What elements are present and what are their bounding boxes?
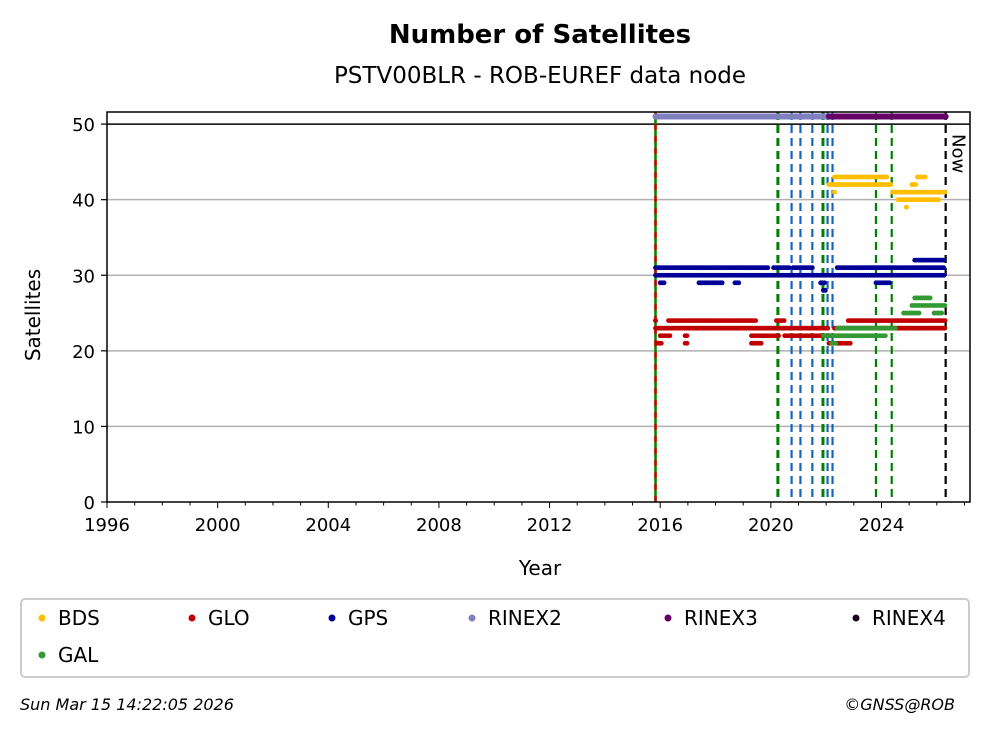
x-tick-label: 2008 xyxy=(416,515,462,536)
gal-point xyxy=(927,295,933,301)
legend-label-rinex3: RINEX3 xyxy=(684,606,758,630)
bds-point xyxy=(832,189,837,195)
glo-point xyxy=(684,333,690,339)
legend-label-gal: GAL xyxy=(58,643,99,667)
x-tick-label: 2000 xyxy=(195,515,241,536)
legend-box xyxy=(20,598,970,678)
gal-point xyxy=(939,310,945,316)
y-axis-label: Satellites xyxy=(21,269,45,361)
x-tick-label: 2020 xyxy=(748,515,794,536)
gps-point xyxy=(941,272,947,278)
x-tick-label: 2016 xyxy=(637,515,683,536)
gal-point xyxy=(882,333,888,339)
glo-point xyxy=(776,333,781,339)
legend-label-bds: BDS xyxy=(58,606,100,630)
gal-point xyxy=(833,340,838,346)
bds-point xyxy=(888,182,894,187)
x-tick-label: 2024 xyxy=(859,515,905,536)
gps-point xyxy=(809,265,815,271)
legend-label-glo: GLO xyxy=(208,606,250,630)
y-tick-label: 50 xyxy=(72,115,95,136)
glo-point xyxy=(684,340,690,346)
gps-point xyxy=(719,280,725,286)
timestamp: Sun Mar 15 14:22:05 2026 xyxy=(20,695,234,714)
glo-point xyxy=(753,318,759,324)
gal-point xyxy=(916,310,922,316)
credit: ©GNSS@ROB xyxy=(844,695,955,714)
gps-point xyxy=(822,280,827,286)
glo-point xyxy=(653,318,658,324)
gps-point xyxy=(822,287,828,293)
legend-marker-gps xyxy=(328,614,336,622)
gps-point xyxy=(887,280,892,286)
gps-point xyxy=(661,280,667,286)
plot-frame xyxy=(106,111,971,503)
bds-point xyxy=(922,174,928,180)
bds-point xyxy=(913,182,919,187)
chart-subtitle: PSTV00BLR - ROB-EUREF data node xyxy=(334,63,746,89)
y-tick-label: 30 xyxy=(72,266,95,287)
legend-marker-glo xyxy=(188,614,196,622)
gal-point xyxy=(892,325,898,331)
legend-label-gps: GPS xyxy=(348,606,388,630)
glo-point xyxy=(847,340,853,346)
gal-point xyxy=(942,303,948,308)
glo-point xyxy=(781,318,787,324)
chart-title: Number of Satellites xyxy=(389,20,691,50)
gps-point xyxy=(765,265,771,271)
y-tick-label: 0 xyxy=(84,493,95,514)
legend-label-rinex4: RINEX4 xyxy=(872,606,946,630)
gps-point xyxy=(941,257,947,263)
glo-point xyxy=(658,340,664,346)
y-tick-label: 10 xyxy=(72,417,95,438)
legend-marker-rinex3 xyxy=(664,614,672,622)
glo-point xyxy=(667,333,673,339)
gps-point xyxy=(786,265,792,271)
glo-point xyxy=(825,325,831,331)
x-tick-label: 2004 xyxy=(305,515,351,536)
gps-point xyxy=(736,280,742,286)
glo-point xyxy=(942,318,948,324)
glo-point xyxy=(758,340,764,346)
legend-label-rinex2: RINEX2 xyxy=(488,606,562,630)
bds-point xyxy=(942,189,948,195)
glo-point xyxy=(942,325,948,331)
x-tick-label: 1996 xyxy=(84,515,130,536)
y-tick-label: 20 xyxy=(72,342,95,363)
legend-marker-bds xyxy=(38,614,46,622)
now-label: Now xyxy=(948,134,969,173)
y-tick-label: 40 xyxy=(72,191,95,212)
x-axis-label: Year xyxy=(518,556,562,580)
x-tick-label: 2012 xyxy=(527,515,573,536)
gps-point xyxy=(941,265,947,271)
legend-marker-gal xyxy=(38,651,46,659)
legend-marker-rinex4 xyxy=(852,614,860,622)
bds-point xyxy=(903,204,909,210)
legend-marker-rinex2 xyxy=(468,614,476,622)
bds-point xyxy=(884,174,890,180)
bds-point xyxy=(936,197,942,203)
